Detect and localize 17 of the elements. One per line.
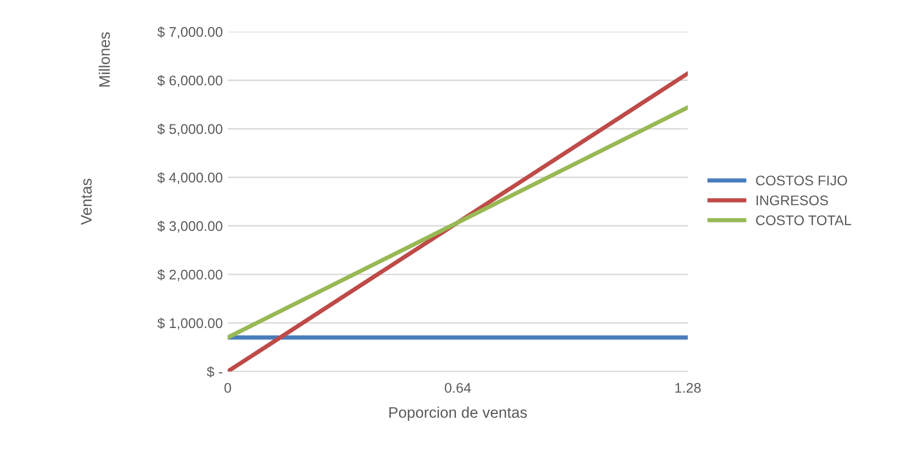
legend-label: COSTOS FIJO [756, 176, 848, 186]
y-tick-label: $ - [206, 366, 222, 378]
x-tick-label: 0.64 [444, 382, 471, 393]
y-tick-label: $ 4,000.00 [157, 172, 222, 184]
y-tick-label: $ 7,000.00 [157, 26, 222, 39]
legend-label: INGRESOS [756, 195, 828, 206]
x-axis-title: Poporcion de ventas [389, 406, 527, 421]
x-tick-label: 0 [224, 382, 232, 393]
legend-label: COSTO TOTAL [756, 215, 852, 226]
x-tick-label: 1.28 [675, 382, 701, 393]
y-tick-label: $ 3,000.00 [157, 220, 222, 233]
y-tick-label: $ 1,000.00 [157, 318, 222, 330]
y-axis-title: Ventas [81, 178, 92, 225]
y-tick-label: $ 6,000.00 [157, 74, 222, 88]
y-tick-label: $ 2,000.00 [157, 269, 222, 282]
text: Millones [98, 32, 110, 86]
y-tick-label: $ 5,000.00 [157, 124, 222, 136]
